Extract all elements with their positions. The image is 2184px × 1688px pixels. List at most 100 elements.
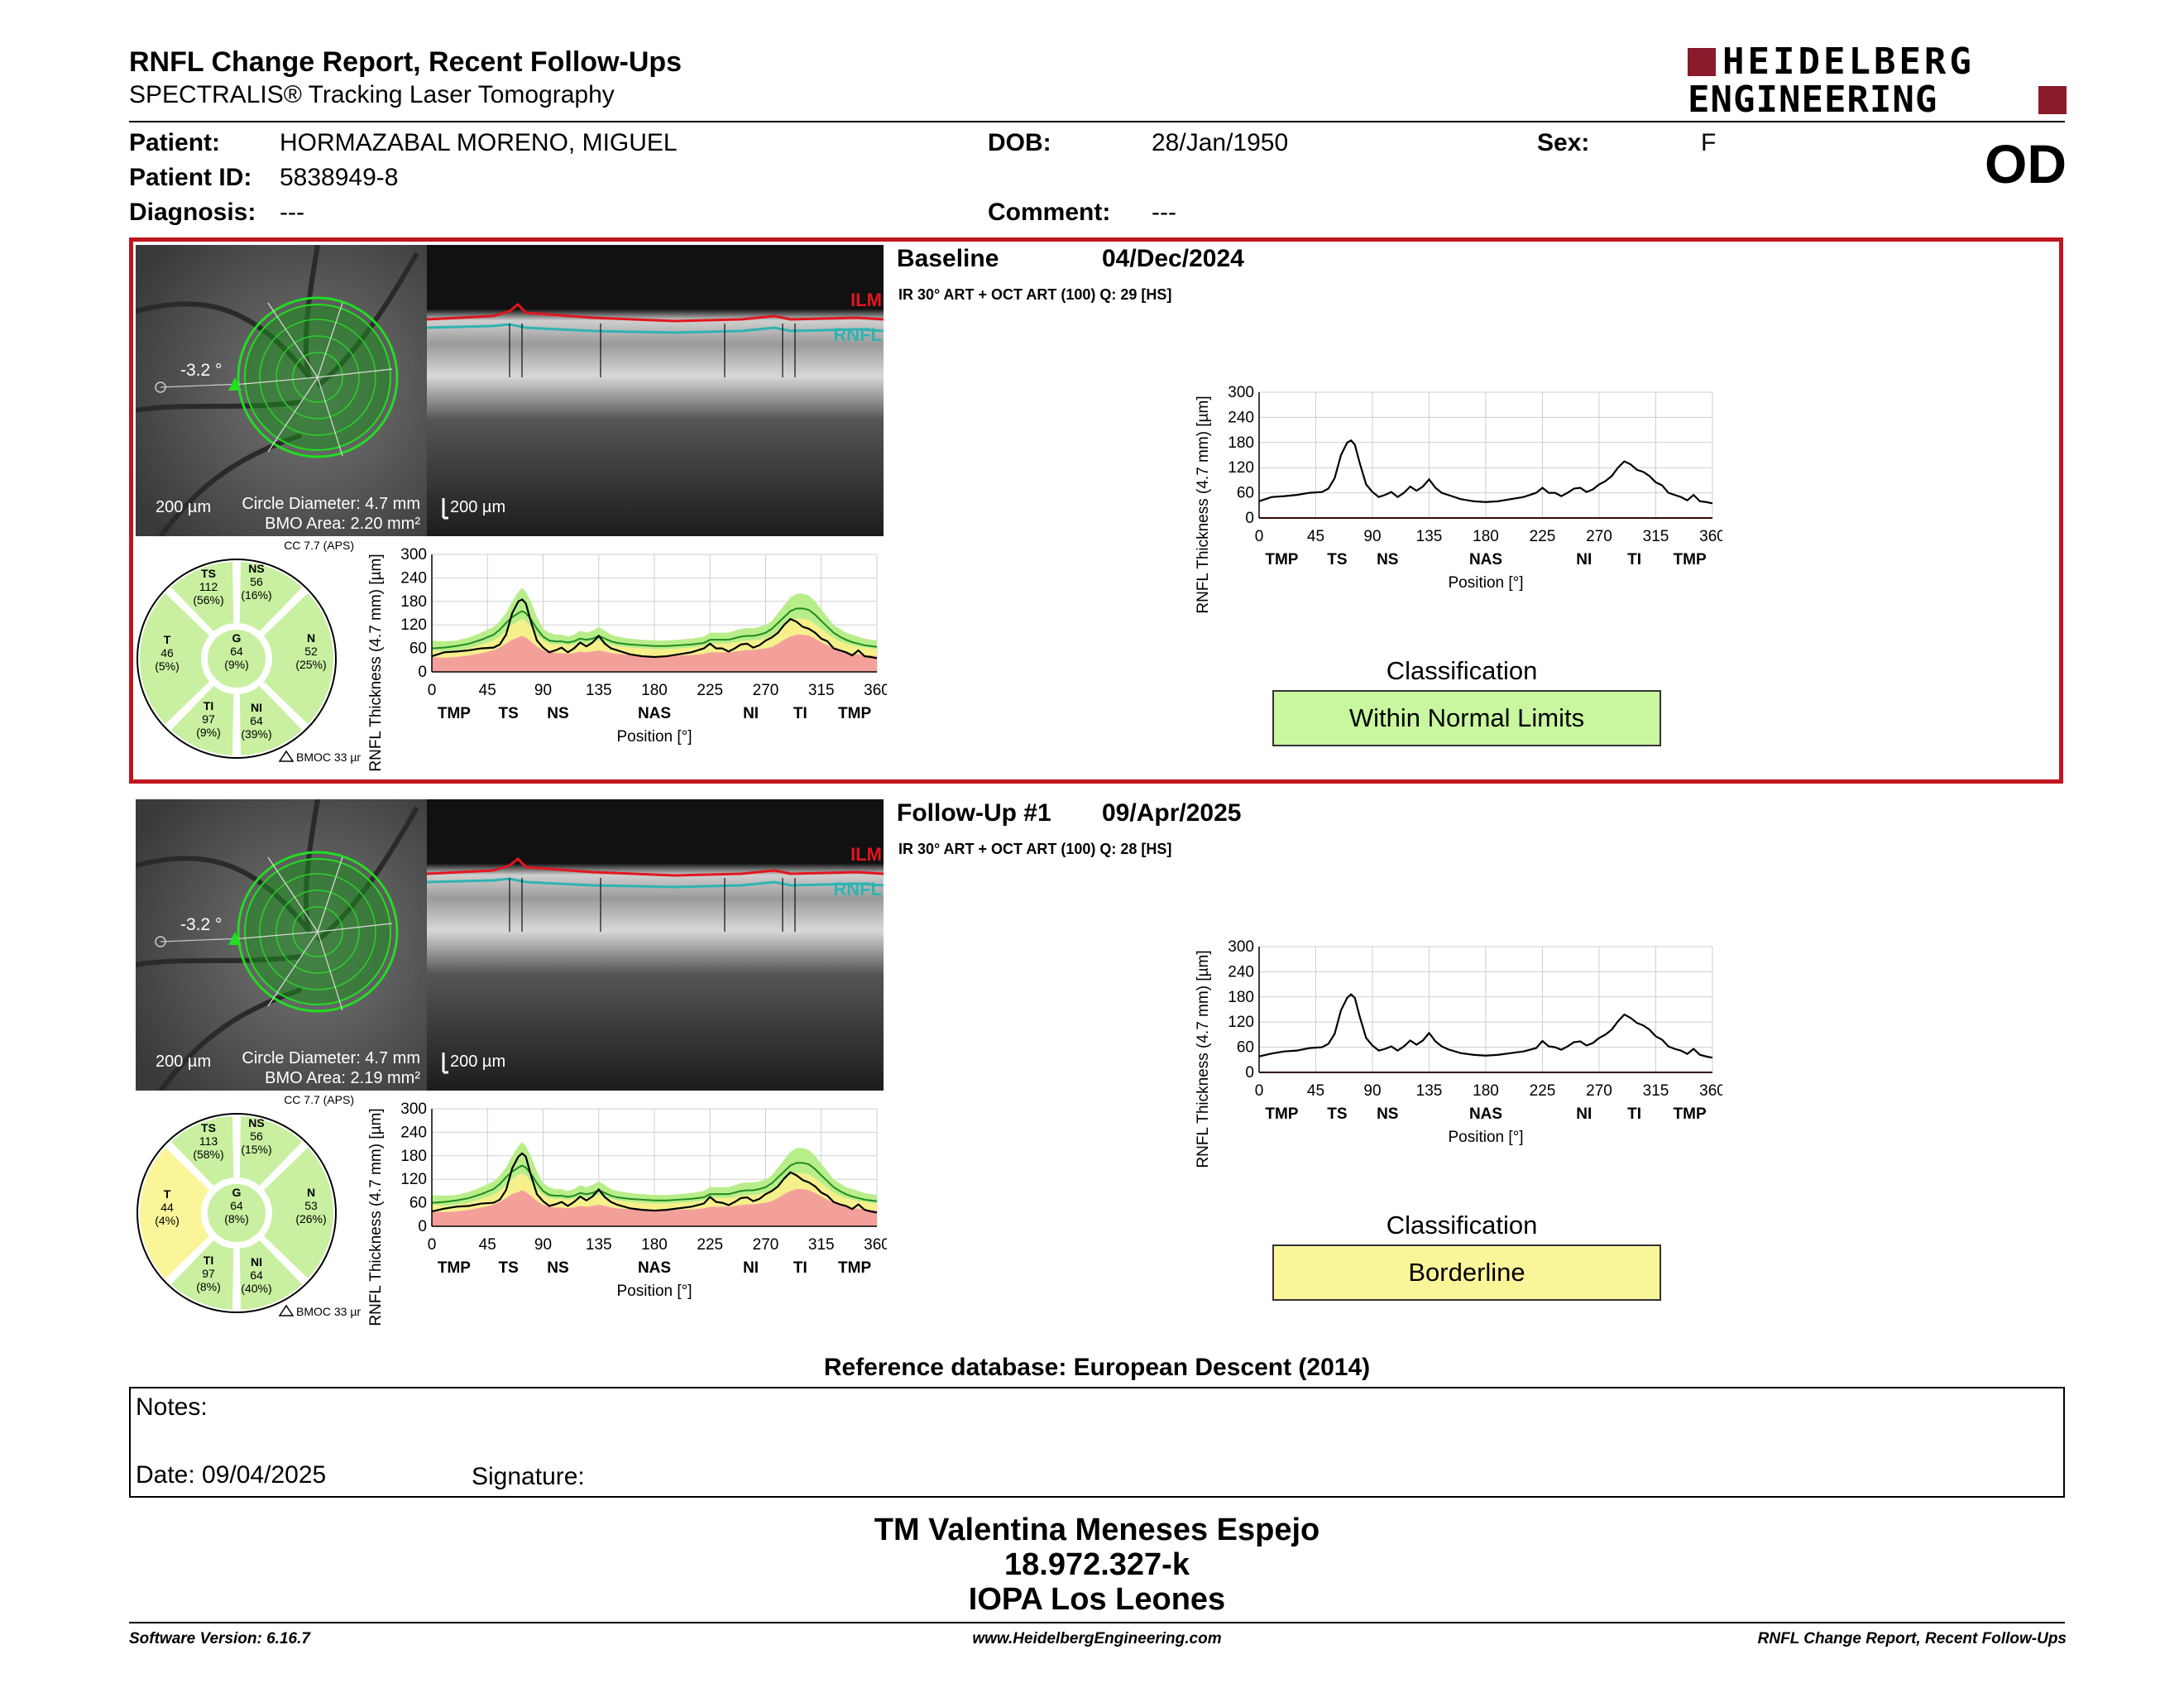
sector-label-ns: NS [248,562,264,575]
baseline-sector-diagram: CC 7.7 (APS) TS 112 (56%) NS 56 (16%) T … [135,539,361,764]
notes-label: Notes: [136,1393,208,1421]
x-tick-label: 360 [1699,1082,1722,1100]
followup-profile-chart: 0 60 120 180 240 300 0 45 90 135 180 225 270 315 360 TM… [367,1101,887,1326]
x-tick-label: 315 [1643,528,1669,545]
baseline-ilm-label: ILM [850,290,882,310]
sector-axis-label: NS [1377,1105,1398,1123]
sector-axis-label: TMP [1265,1105,1298,1123]
sector-axis-label: TI [1627,1105,1641,1123]
baseline-cc-label: CC 7.7 (APS) [284,539,354,552]
x-tick-label: 90 [534,1236,552,1254]
signer-org: IOPA Los Leones [968,1582,1226,1617]
y-axis-label: RNFL Thickness (4.7 mm) [µm] [367,554,385,771]
baseline-circle-diameter: Circle Diameter: 4.7 mm [242,495,420,513]
report-title: RNFL Change Report, Recent Follow-Ups [129,46,682,78]
sector-label-t: T [164,1187,171,1201]
sector-axis-label: TI [793,705,807,722]
sector-axis-label: NAS [638,705,671,722]
followup-bmoc-label: BMOC 33 µm [296,1305,361,1318]
sector-value-g: 64 [230,645,243,658]
sector-value-ti: 97 [202,1267,215,1280]
sector-axis-label: TMP [438,1259,471,1277]
y-tick-label: 120 [400,1171,427,1188]
x-tick-label: 135 [586,1236,612,1254]
bscan-graphic [427,799,884,1091]
baseline-angle-label: -3.2 ° [180,361,223,380]
sector-axis-label: TMP [438,705,471,722]
y-tick-label: 240 [400,569,427,587]
x-tick-label: 45 [1307,528,1324,545]
followup-sector-labels: TS 113 (58%) NS 56 (15%) T 44 (4%) G 64 … [155,1116,326,1295]
sector-pct-ni: (40%) [241,1282,271,1295]
followup-rnfl-label: RNFL [833,879,882,899]
x-axis-label: Position [°] [616,1283,692,1300]
logo-square-top [1688,48,1716,76]
sector-pct-t: (5%) [155,659,180,673]
patient-name: HORMAZABAL MORENO, MIGUEL [280,129,678,156]
sector-outer-ring [136,559,337,759]
sector-value-t: 44 [160,1201,174,1214]
patient-id-label: Patient ID: [129,164,252,191]
sector-axis-label: NAS [1469,551,1502,568]
followup-bscan-scale: 200 µm [450,1053,506,1071]
y-tick-label: 300 [400,546,427,563]
baseline-profile-chart: 0 60 120 180 240 300 0 45 90 135 180 225 270 315 360 TM… [367,546,887,772]
sector-g [203,1179,271,1247]
patient-label: Patient: [129,129,221,156]
sex-value: F [1701,129,1717,156]
followup-large-chart: 0 60 120 180 240 300 0 45 90 135 180 225 270 315 360 TM… [1195,938,1722,1168]
sector-axis-label: NS [547,705,568,722]
x-tick-label: 0 [428,682,437,699]
x-tick-label: 315 [808,1236,835,1254]
rnfl-thickness-line [431,1152,878,1214]
y-tick-label: 180 [1228,989,1254,1006]
footer-website-link[interactable]: www.HeidelbergEngineering.com [972,1630,1222,1647]
sector-value-ns: 56 [250,575,263,588]
y-tick-label: 0 [418,664,427,681]
y-tick-label: 0 [1245,1064,1254,1081]
x-axis-label: Position [°] [616,728,692,746]
x-tick-label: 0 [1255,1082,1264,1100]
x-tick-label: 225 [1530,1082,1556,1100]
y-tick-label: 0 [418,1218,427,1235]
baseline-classification-box: Within Normal Limits [1272,690,1661,746]
x-tick-label: 315 [808,682,835,699]
footer-divider [129,1622,2065,1623]
diagnosis-label: Diagnosis: [129,199,256,226]
sector-pct-ni: (39%) [241,727,271,741]
sector-label-ts: TS [201,1121,216,1134]
x-axis-label: Position [°] [1448,1129,1523,1146]
rnfl-thickness-line [1258,439,1713,505]
comment-label: Comment: [988,199,1111,226]
x-tick-label: 90 [1363,1082,1381,1100]
sector-axis-label: NAS [638,1259,671,1277]
report-subtitle: SPECTRALIS® Tracking Laser Tomography [129,81,615,108]
sector-label-g: G [232,631,242,645]
sector-axis-label: NS [1377,551,1398,568]
x-axis-label: Position [°] [1448,574,1523,592]
notes-box[interactable]: Notes: Date: 09/04/2025 Signature: [129,1387,2065,1498]
signer-name: TM Valentina Meneses Espejo [874,1513,1320,1547]
eye-indicator: OD [1985,133,2067,194]
x-tick-label: 270 [753,1236,779,1254]
baseline-bscan-scale: 200 µm [450,498,506,516]
x-tick-label: 180 [641,682,668,699]
y-tick-label: 240 [1228,963,1254,981]
sector-axis-label: NS [547,1259,568,1277]
normal-mean-line [431,1162,878,1204]
baseline-highlight-box [129,237,2063,784]
sector-axis-label: TI [793,1259,807,1277]
sector-value-ns: 56 [250,1129,263,1143]
sector-pct-g: (9%) [224,658,249,671]
outside-normal-band [432,1189,877,1226]
y-tick-label: 180 [1228,434,1254,452]
y-tick-label: 60 [1237,485,1254,502]
followup-circle-diameter: Circle Diameter: 4.7 mm [242,1049,420,1067]
followup-bscan-image: ILM RNFL 200 µm [427,799,884,1091]
y-tick-label: 240 [1228,409,1254,426]
y-tick-label: 180 [400,593,427,611]
diagnosis-value: --- [280,199,304,226]
sector-label-t: T [164,633,171,646]
x-tick-label: 315 [1643,1082,1669,1100]
sector-axis-label: NI [743,1259,759,1277]
